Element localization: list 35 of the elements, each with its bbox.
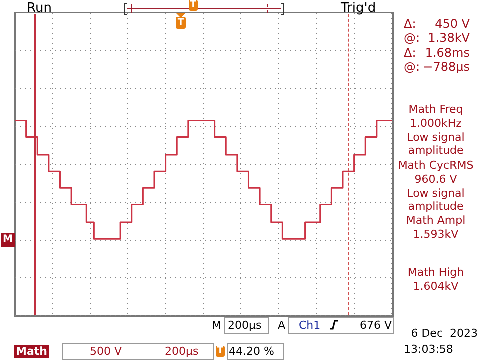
text: Low signal amplitude [406,131,466,157]
text: 500 V [90,345,122,358]
text: 1.000kHz [409,117,463,130]
text: Trig'd [341,1,376,16]
text: Math High [406,266,466,279]
text: 200µs [165,345,199,358]
text: 13:03:58 [404,343,454,356]
text: Δ: [404,17,416,31]
text: 676 V [360,319,392,332]
text: T [189,0,198,11]
text: 1.68ms [425,46,470,60]
trigger-position-icon: T [216,346,225,357]
text: Math Freq [408,103,464,116]
text: Ch1 [299,319,321,332]
text: Math CycRMS [397,159,475,172]
text: Math [14,345,50,358]
trigger-marker-icon: T [176,17,186,29]
text: 200µs [228,319,262,332]
text: 44.20 % [229,345,274,358]
text: 1.593kV [412,228,460,241]
text: @: [404,60,420,74]
text: Math Ampl [405,214,467,227]
text: 1.38kV [428,31,470,45]
text: 450 V [435,17,470,31]
text: M [212,319,222,332]
ground-marker-icon: M [1,233,15,247]
text: A [278,319,286,332]
text: Δ: [404,46,416,60]
text: 960.6 V [414,173,458,186]
text: Run [27,1,52,16]
text: @: [404,31,420,45]
text: 1.604kV [412,280,460,293]
text: 6 Dec 2023 [411,327,478,340]
text: Low signal amplitude [406,187,466,213]
text: −788µs [423,60,470,74]
